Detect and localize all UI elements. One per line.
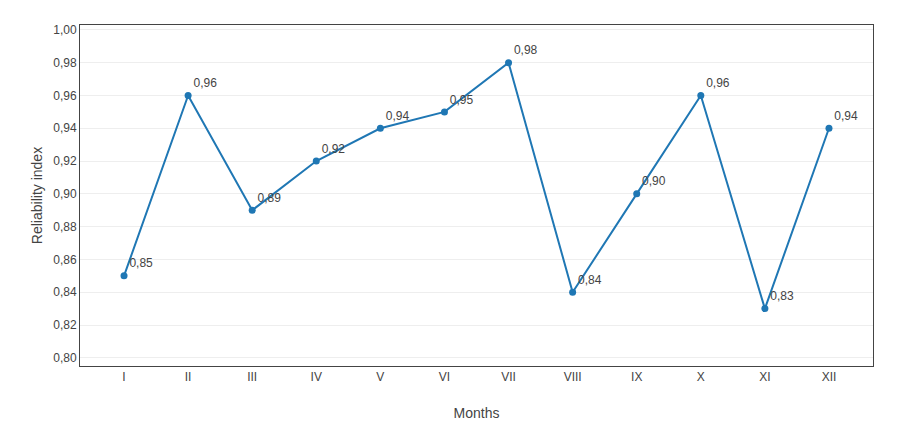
- svg-text:0,83: 0,83: [770, 289, 794, 303]
- svg-text:VI: VI: [439, 370, 450, 384]
- svg-text:1,00: 1,00: [53, 23, 77, 37]
- svg-text:0,84: 0,84: [53, 285, 77, 299]
- svg-text:0,96: 0,96: [193, 76, 217, 90]
- svg-text:V: V: [376, 370, 384, 384]
- svg-text:0,90: 0,90: [53, 187, 77, 201]
- svg-text:IV: IV: [311, 370, 322, 384]
- svg-text:0,85: 0,85: [129, 256, 153, 270]
- svg-text:0,98: 0,98: [514, 43, 538, 57]
- svg-text:0,94: 0,94: [53, 121, 77, 135]
- svg-text:0,92: 0,92: [322, 142, 346, 156]
- svg-text:I: I: [122, 370, 125, 384]
- svg-text:0,90: 0,90: [642, 174, 666, 188]
- svg-text:Months: Months: [454, 405, 500, 421]
- svg-text:0,84: 0,84: [578, 273, 602, 287]
- svg-text:0,89: 0,89: [258, 191, 282, 205]
- svg-text:VIII: VIII: [564, 370, 582, 384]
- svg-text:0,82: 0,82: [53, 318, 77, 332]
- svg-text:0,80: 0,80: [53, 351, 77, 365]
- svg-text:0,94: 0,94: [834, 109, 858, 123]
- svg-text:0,96: 0,96: [53, 89, 77, 103]
- svg-text:XII: XII: [822, 370, 837, 384]
- svg-text:0,88: 0,88: [53, 220, 77, 234]
- svg-text:II: II: [185, 370, 192, 384]
- svg-text:X: X: [697, 370, 705, 384]
- svg-text:IX: IX: [631, 370, 642, 384]
- svg-text:VII: VII: [501, 370, 516, 384]
- svg-text:0,94: 0,94: [386, 109, 410, 123]
- svg-text:0,95: 0,95: [450, 93, 474, 107]
- svg-text:0,98: 0,98: [53, 56, 77, 70]
- svg-text:III: III: [247, 370, 257, 384]
- svg-text:XI: XI: [759, 370, 770, 384]
- svg-text:0,92: 0,92: [53, 154, 77, 168]
- svg-text:Reliability index: Reliability index: [29, 147, 45, 244]
- svg-text:0,86: 0,86: [53, 253, 77, 267]
- svg-text:0,96: 0,96: [706, 76, 730, 90]
